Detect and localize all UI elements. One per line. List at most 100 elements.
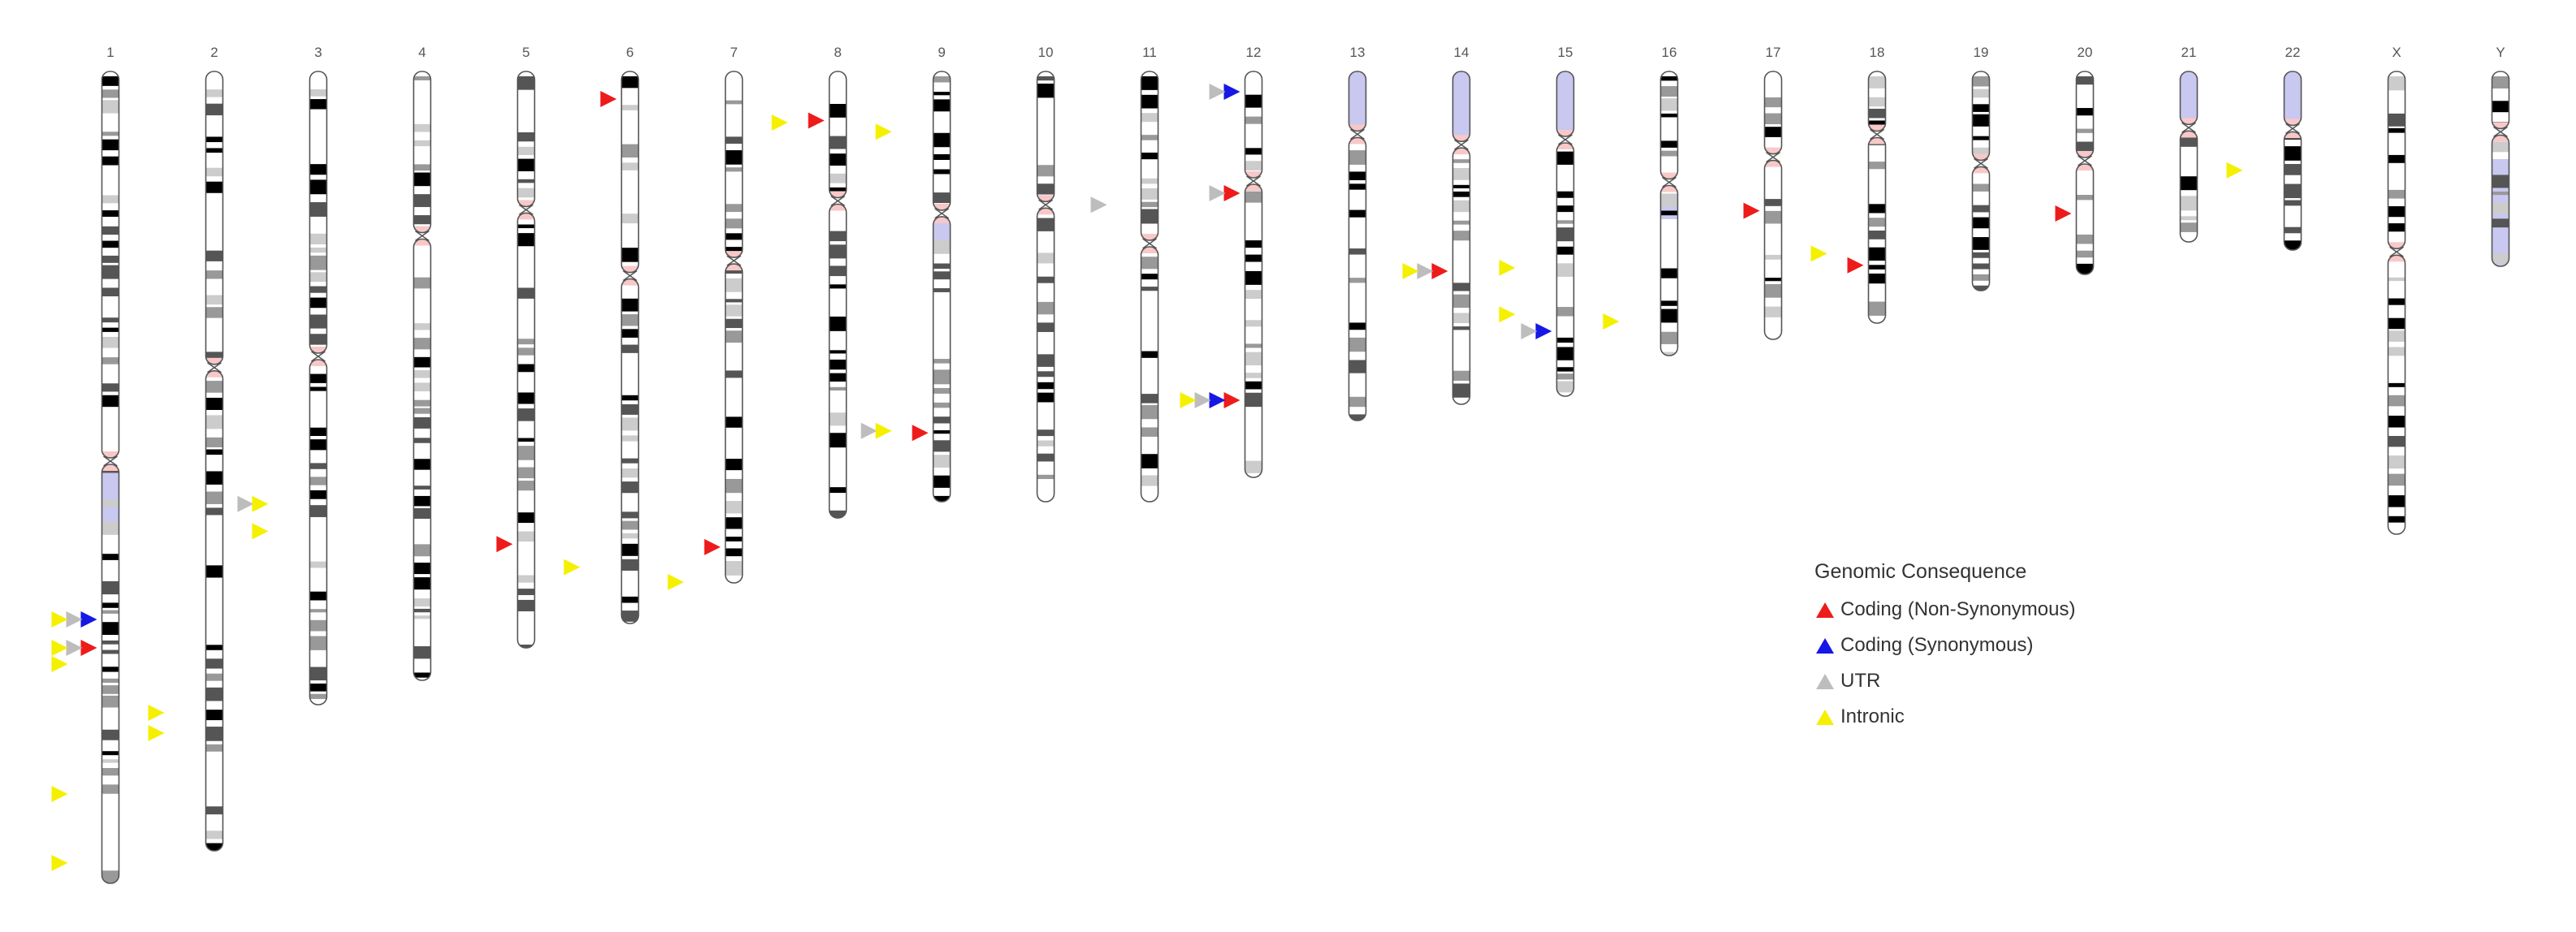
annotation-marker-yellow[interactable] — [1499, 306, 1516, 323]
annotation-marker-yellow[interactable] — [252, 523, 269, 540]
annotation-marker-red[interactable] — [2055, 205, 2072, 222]
chromosome-9: 9 — [932, 45, 951, 503]
chromosome-label: 12 — [1246, 45, 1262, 60]
annotation-marker-yellow[interactable] — [875, 123, 892, 140]
annotation-marker-gray[interactable] — [1090, 196, 1107, 214]
chromosome-label: 6 — [626, 45, 633, 60]
chromosome-bands — [1868, 71, 1886, 323]
annotation-marker-gray[interactable] — [861, 422, 878, 439]
chromosome-22: 22 — [2283, 45, 2302, 251]
chromosome-bands — [1556, 71, 1574, 396]
annotation-marker-red[interactable] — [912, 425, 929, 442]
annotation-marker-gray[interactable] — [1521, 323, 1538, 339]
chromosome-1: 1 — [101, 45, 120, 884]
chromosome-label: 5 — [522, 45, 529, 60]
annotation-marker-yellow[interactable] — [51, 786, 68, 802]
annotation-marker-yellow[interactable] — [875, 422, 892, 439]
annotation-marker-yellow[interactable] — [1603, 313, 1620, 330]
chromosome-bands — [1452, 71, 1470, 404]
chromosome-14: 14 — [1452, 45, 1471, 405]
annotation-marker-red[interactable] — [1431, 263, 1448, 279]
annotation-marker-gray[interactable] — [1417, 263, 1434, 279]
chromosome-label: 3 — [314, 45, 321, 60]
annotation-marker-red[interactable] — [1223, 185, 1241, 201]
chromosome-label: 9 — [938, 45, 945, 60]
chromosome-label: 8 — [834, 45, 841, 60]
annotation-marker-yellow[interactable] — [771, 114, 788, 131]
chromosome-5: 5 — [516, 45, 536, 649]
chromosome-bands — [2388, 71, 2406, 534]
chromosome-label: 10 — [1038, 45, 1054, 60]
red-triangle-icon — [1816, 602, 1834, 618]
chromosome-bands — [1141, 71, 1159, 502]
chromosome-label: 21 — [2181, 45, 2197, 60]
annotation-marker-yellow[interactable] — [1402, 263, 1419, 279]
chromosome-12: 12 — [1244, 45, 1263, 478]
chromosome-bands — [1245, 71, 1262, 477]
annotation-marker-yellow[interactable] — [51, 640, 68, 656]
chromosome-bands — [517, 71, 535, 648]
annotation-marker-yellow[interactable] — [1499, 259, 1516, 276]
annotation-marker-red[interactable] — [496, 536, 513, 553]
legend-item-intronic: Intronic — [1814, 699, 2075, 735]
annotation-marker-gray[interactable] — [1194, 392, 1211, 408]
annotation-marker-yellow[interactable] — [2226, 162, 2243, 179]
legend-label: Coding (Non-Synonymous) — [1840, 598, 2076, 620]
chromosome-label: Y — [2496, 45, 2505, 60]
annotation-marker-yellow[interactable] — [1810, 245, 1827, 262]
annotation-marker-yellow[interactable] — [51, 855, 68, 871]
annotation-marker-gray[interactable] — [66, 640, 83, 656]
annotation-marker-red[interactable] — [1743, 202, 1760, 219]
annotation-marker-red[interactable] — [808, 112, 825, 129]
annotation-marker-yellow[interactable] — [51, 611, 68, 628]
annotation-marker-yellow[interactable] — [148, 725, 165, 741]
annotation-marker-yellow[interactable] — [1180, 392, 1197, 408]
chromosome-x: X — [2387, 45, 2406, 535]
annotation-marker-gray[interactable] — [66, 611, 83, 628]
chromosome-label: 18 — [1870, 45, 1885, 60]
chromosomes-layer: 1 2 3 4 5 6 7 8 9 10 11 12 13 14 15 16 17 18 19 20 21 22 X Y — [101, 45, 2510, 884]
annotation-marker-red[interactable] — [600, 91, 617, 107]
legend-item-utr: UTR — [1814, 663, 2075, 699]
annotation-marker-gray[interactable] — [1209, 84, 1226, 100]
chromosome-bands — [205, 71, 223, 851]
chromosome-bands — [1037, 71, 1055, 502]
legend: Genomic Consequence Coding (Non-Synonymo… — [1814, 560, 2075, 735]
annotation-marker-blue[interactable] — [1223, 84, 1241, 100]
chromosome-19: 19 — [1971, 45, 1991, 291]
annotation-marker-blue[interactable] — [1209, 392, 1226, 408]
annotation-marker-yellow[interactable] — [667, 574, 684, 590]
chromosome-bands — [413, 71, 431, 680]
chromosome-bands — [621, 71, 639, 623]
annotation-marker-red[interactable] — [704, 538, 721, 555]
chromosome-label: X — [2392, 45, 2401, 60]
annotation-marker-blue[interactable] — [80, 611, 97, 628]
chromosome-bands — [2076, 71, 2094, 274]
chromosome-bands — [725, 71, 743, 583]
annotation-marker-yellow[interactable] — [148, 705, 165, 721]
annotation-marker-gray[interactable] — [237, 495, 254, 512]
legend-label: Intronic — [1840, 705, 1905, 727]
annotation-marker-yellow[interactable] — [563, 559, 580, 576]
chromosome-label: 17 — [1766, 45, 1781, 60]
chromosome-11: 11 — [1140, 45, 1159, 503]
legend-item-coding-synonymous: Coding (Synonymous) — [1814, 628, 2075, 663]
chromosome-label: 11 — [1142, 45, 1157, 60]
annotation-marker-yellow[interactable] — [252, 495, 269, 512]
annotation-marker-red[interactable] — [1847, 257, 1864, 274]
chromosome-label: 20 — [2078, 45, 2093, 60]
blue-triangle-icon — [1816, 638, 1834, 654]
annotation-marker-gray[interactable] — [1209, 185, 1226, 201]
annotation-marker-red[interactable] — [1223, 392, 1241, 408]
annotation-marker-red[interactable] — [80, 640, 97, 656]
chromosome-label: 13 — [1350, 45, 1366, 60]
annotation-marker-yellow[interactable] — [51, 656, 68, 672]
chromosome-bands — [2492, 71, 2509, 266]
chromosome-label: 16 — [1662, 45, 1677, 60]
annotation-marker-blue[interactable] — [1535, 323, 1552, 339]
chromosome-bands — [1660, 71, 1678, 356]
chromosome-6: 6 — [620, 45, 640, 624]
chromosome-16: 16 — [1659, 45, 1679, 356]
legend-item-coding-non-synonymous: Coding (Non-Synonymous) — [1814, 592, 2075, 628]
